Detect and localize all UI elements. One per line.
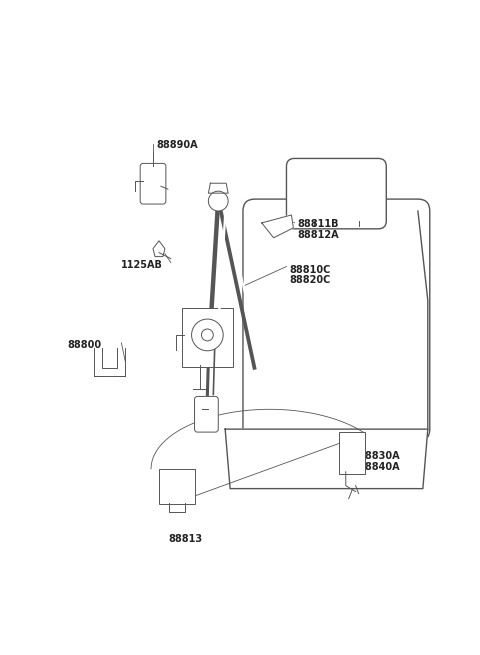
FancyBboxPatch shape (194, 396, 218, 432)
Polygon shape (262, 215, 293, 238)
Circle shape (208, 191, 228, 211)
Text: 88811B: 88811B (297, 219, 339, 229)
FancyBboxPatch shape (339, 432, 364, 474)
Text: 88820C: 88820C (289, 276, 331, 286)
FancyBboxPatch shape (287, 159, 386, 229)
Text: 88830A: 88830A (359, 451, 400, 461)
Polygon shape (208, 183, 228, 193)
Text: 88800: 88800 (67, 340, 101, 350)
Circle shape (202, 329, 213, 341)
FancyBboxPatch shape (243, 199, 430, 441)
Text: 88813: 88813 (168, 534, 203, 544)
Text: 88810C: 88810C (289, 265, 331, 274)
Polygon shape (153, 241, 165, 257)
FancyBboxPatch shape (140, 163, 166, 204)
Text: 88812A: 88812A (297, 230, 339, 240)
Text: 88890A: 88890A (156, 140, 198, 149)
Text: 1125AB: 1125AB (121, 259, 163, 270)
Polygon shape (225, 429, 428, 489)
Circle shape (192, 319, 223, 351)
FancyBboxPatch shape (182, 308, 233, 367)
Text: 88840A: 88840A (359, 462, 400, 472)
FancyBboxPatch shape (159, 469, 194, 504)
